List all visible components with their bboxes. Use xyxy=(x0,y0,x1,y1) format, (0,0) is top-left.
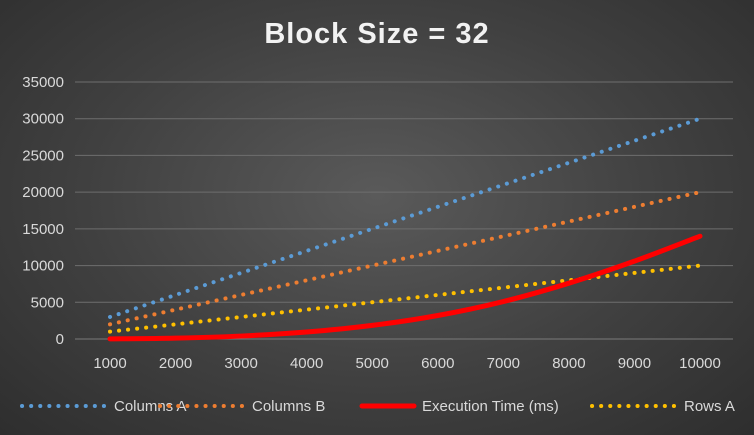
legend-label-columns-a: Columns A xyxy=(114,398,187,415)
legend-label-execution-time-ms: Execution Time (ms) xyxy=(422,398,559,415)
y-tick-label-15000: 15000 xyxy=(22,221,64,238)
legend-label-columns-b: Columns B xyxy=(252,398,325,415)
x-tick-label-10000: 10000 xyxy=(679,355,721,372)
x-tick-label-8000: 8000 xyxy=(552,355,585,372)
y-tick-label-0: 0 xyxy=(56,331,64,348)
series-line-rows-a xyxy=(108,263,702,334)
series-line-columns-b xyxy=(108,190,702,327)
x-tick-label-7000: 7000 xyxy=(487,355,520,372)
y-tick-label-30000: 30000 xyxy=(22,111,64,128)
series-line-execution-time-ms xyxy=(107,233,703,342)
x-tick-label-5000: 5000 xyxy=(356,355,389,372)
y-tick-label-25000: 25000 xyxy=(22,147,64,164)
x-tick-label-1000: 1000 xyxy=(93,355,126,372)
x-tick-label-6000: 6000 xyxy=(421,355,454,372)
x-tick-label-4000: 4000 xyxy=(290,355,323,372)
y-tick-label-10000: 10000 xyxy=(22,258,64,275)
y-tick-label-20000: 20000 xyxy=(22,184,64,201)
series-line-columns-a xyxy=(108,116,702,319)
x-tick-label-9000: 9000 xyxy=(618,355,651,372)
x-tick-label-3000: 3000 xyxy=(224,355,257,372)
legend-label-rows-a: Rows A xyxy=(684,398,735,415)
y-tick-label-35000: 35000 xyxy=(22,74,64,91)
x-tick-label-2000: 2000 xyxy=(159,355,192,372)
y-tick-label-5000: 5000 xyxy=(31,294,64,311)
chart-title: Block Size = 32 xyxy=(264,18,490,50)
